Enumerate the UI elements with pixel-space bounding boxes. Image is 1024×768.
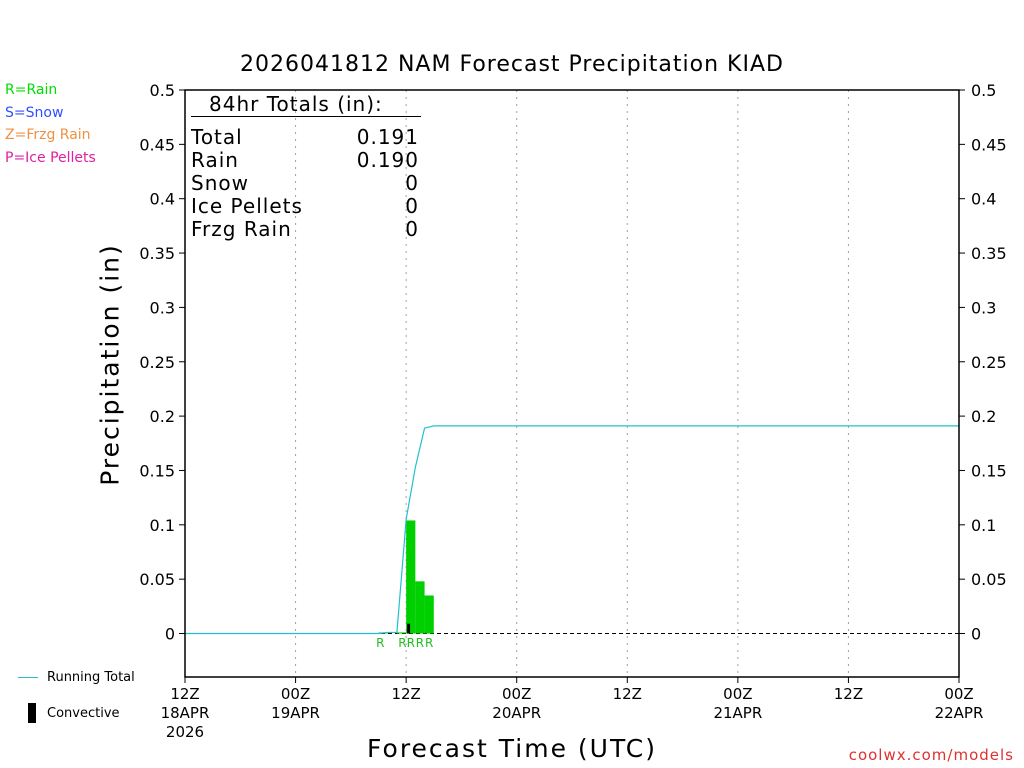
convective-bar [407,623,411,634]
totals-value: 0 [405,194,419,218]
totals-row-total: Total 0.191 [191,125,419,149]
x-tick-label: 20APR [492,704,541,722]
precip-bar [396,632,407,634]
totals-label: Snow [191,171,249,195]
y-axis-title: Precipitation (in) [95,243,125,486]
running-total-line [185,425,959,635]
x-tick-label: 21APR [713,704,762,722]
y-tick-label-right: 0.25 [971,353,1007,372]
convective-legend-label: Convective [47,706,120,721]
y-tick-label-left: 0.1 [150,516,175,535]
x-tick-label: 00Z [502,685,531,703]
y-tick-label-left: 0.15 [139,461,175,480]
y-tick-label-right: 0 [971,625,981,644]
y-tick-label-right: 0.15 [971,461,1007,480]
y-tick-label-left: 0.4 [150,190,175,209]
x-tick-label: 22APR [935,704,984,722]
plot-frame [184,89,960,678]
precip-bar [406,520,416,634]
totals-heading: 84hr Totals (in): [209,92,383,116]
y-tick-label-left: 0.2 [150,407,175,426]
y-tick-label-right: 0.2 [971,407,996,426]
y-tick-label-right: 0.35 [971,244,1007,263]
x-tick-label: 12Z [613,685,642,703]
x-tick-label: 00Z [723,685,752,703]
totals-label: Frzg Rain [191,217,292,241]
precip-bar [415,581,425,634]
totals-row-snow: Snow 0 [191,171,419,195]
precip-type-label: R [407,636,415,650]
precip-type-label: R [398,636,406,650]
totals-row-rain: Rain 0.190 [191,148,419,172]
x-tick-label: 18APR [161,704,210,722]
legend-snow: S=Snow [5,105,64,121]
x-tick-label: 2026 [166,723,204,741]
chart-title: 2026041812 NAM Forecast Precipitation KI… [240,52,784,77]
y-tick-label-left: 0.3 [150,298,175,317]
precip-type-label: R [425,636,433,650]
convective-swatch [28,703,36,723]
y-tick-label-left: 0.5 [150,81,175,100]
x-tick-label: 12Z [391,685,420,703]
totals-value: 0.191 [356,125,419,149]
y-tick-label-right: 0.1 [971,516,996,535]
y-tick-label-right: 0.05 [971,570,1007,589]
running-total-legend-label: Running Total [47,670,135,685]
y-tick-label-left: 0.45 [139,135,175,154]
x-tick-label: 00Z [281,685,310,703]
totals-row-ice-pellets: Ice Pellets 0 [191,194,419,218]
totals-value: 0 [405,171,419,195]
legend-ice-pellets: P=Ice Pellets [5,150,96,166]
running-total-swatch [18,677,38,678]
legend-rain: R=Rain [5,82,58,98]
y-tick-label-left: 0 [165,625,175,644]
x-tick-label: 19APR [271,704,320,722]
legend-freezing-rain: Z=Frzg Rain [5,127,91,143]
x-axis-title: Forecast Time (UTC) [367,734,657,763]
x-tick-label: 12Z [834,685,863,703]
totals-row-freezing-rain: Frzg Rain 0 [191,217,419,241]
totals-value: 0 [405,217,419,241]
y-tick-label-left: 0.35 [139,244,175,263]
y-tick-label-left: 0.05 [139,570,175,589]
precip-type-label: R [416,636,424,650]
totals-label: Total [191,125,243,149]
precip-type-label: R [376,636,384,650]
source-credit: coolwx.com/models [848,746,1014,764]
totals-label: Rain [191,148,239,172]
y-tick-label-right: 0.3 [971,298,996,317]
x-tick-label: 12Z [170,685,199,703]
totals-value: 0.190 [356,148,419,172]
y-tick-label-left: 0.25 [139,353,175,372]
y-tick-label-right: 0.45 [971,135,1007,154]
totals-underline [191,116,421,117]
precip-bar [424,595,434,634]
y-tick-label-right: 0.4 [971,190,996,209]
x-tick-label: 00Z [944,685,973,703]
totals-label: Ice Pellets [191,194,303,218]
y-tick-label-right: 0.5 [971,81,996,100]
